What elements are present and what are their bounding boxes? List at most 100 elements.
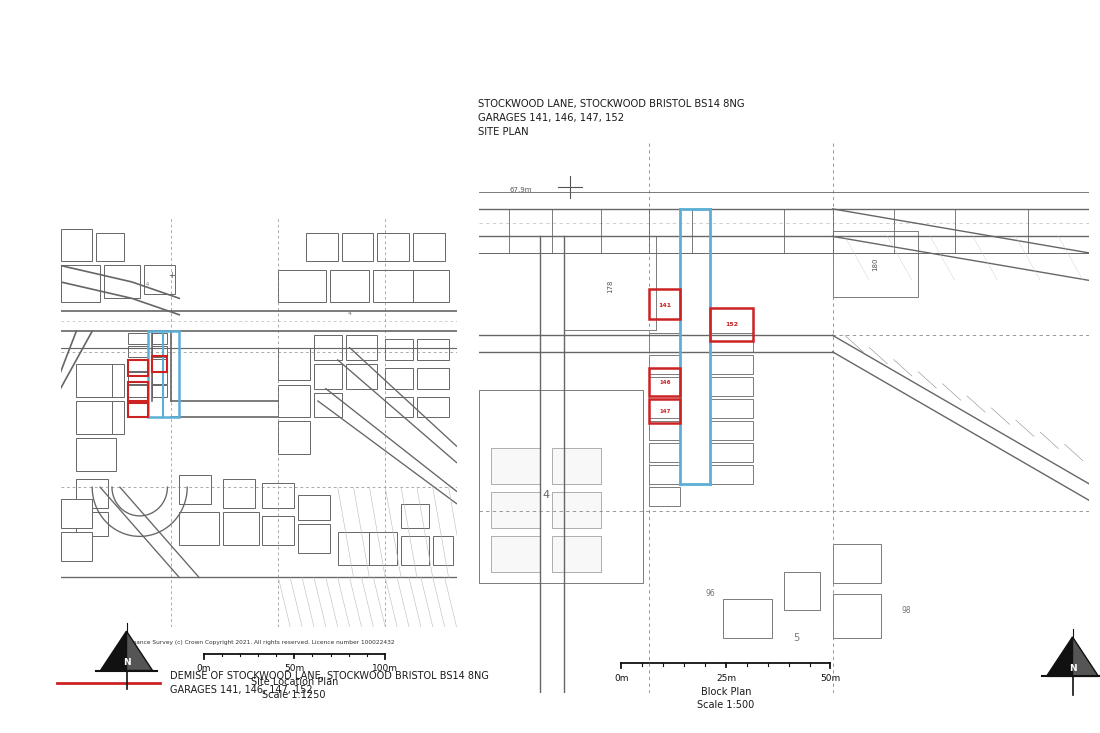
Bar — [649, 465, 680, 484]
Bar — [60, 265, 100, 303]
Bar — [385, 368, 412, 388]
Bar — [345, 364, 377, 388]
Text: N: N — [123, 658, 130, 667]
Bar — [412, 232, 444, 262]
Bar — [112, 401, 124, 434]
Bar — [649, 487, 680, 506]
Text: 178: 178 — [607, 279, 613, 292]
Bar — [385, 397, 412, 417]
Bar — [711, 421, 754, 440]
Bar — [833, 544, 881, 583]
Bar — [60, 229, 92, 262]
Bar — [402, 537, 429, 565]
Text: 4: 4 — [542, 490, 549, 500]
Polygon shape — [1072, 637, 1099, 677]
Bar — [314, 364, 342, 388]
Polygon shape — [126, 631, 153, 671]
Text: 5: 5 — [793, 633, 799, 643]
Bar — [649, 399, 680, 418]
Bar — [179, 512, 219, 545]
Bar — [649, 443, 680, 462]
Bar — [711, 399, 754, 418]
Bar — [76, 512, 108, 537]
Text: N: N — [1069, 664, 1076, 673]
Text: 147: 147 — [659, 409, 671, 413]
Bar — [711, 355, 754, 374]
Bar — [152, 359, 167, 371]
Polygon shape — [100, 631, 126, 671]
Bar — [491, 448, 539, 484]
Bar — [263, 516, 294, 545]
Bar — [223, 479, 254, 508]
Bar — [417, 397, 449, 417]
Bar — [112, 364, 124, 397]
Text: 146: 146 — [659, 380, 671, 385]
Text: Ordnance Survey (c) Crown Copyright 2021. All rights reserved. Licence number 10: Ordnance Survey (c) Crown Copyright 2021… — [122, 640, 395, 645]
Bar — [711, 308, 754, 341]
Bar — [552, 536, 601, 572]
Text: DEMISE OF STOCKWOOD LANE, STOCKWOOD BRISTOL BS14 8NG
GARAGES 141, 146, 147, 152: DEMISE OF STOCKWOOD LANE, STOCKWOOD BRIS… — [170, 671, 490, 695]
Bar — [152, 356, 167, 372]
Text: 50m: 50m — [284, 664, 305, 673]
Bar — [96, 232, 124, 262]
Bar — [278, 385, 310, 417]
Text: Site Location Plan
Scale 1:1250: Site Location Plan Scale 1:1250 — [251, 677, 338, 701]
Bar — [60, 499, 92, 528]
Bar — [417, 339, 449, 360]
Bar — [649, 368, 680, 396]
Bar — [128, 333, 147, 345]
Text: 180: 180 — [872, 257, 878, 270]
Bar — [711, 377, 754, 396]
Bar — [278, 421, 310, 454]
Bar — [370, 532, 397, 565]
Text: 50m: 50m — [821, 674, 840, 682]
Bar — [833, 231, 918, 297]
Bar — [60, 532, 92, 561]
Text: STOCKWOOD LANE, STOCKWOOD BRISTOL BS14 8NG
GARAGES 141, 146, 147, 152
SITE PLAN: STOCKWOOD LANE, STOCKWOOD BRISTOL BS14 8… — [478, 99, 745, 137]
Bar — [649, 355, 680, 374]
Bar — [338, 532, 370, 565]
Bar — [649, 333, 680, 352]
Text: 0m: 0m — [614, 674, 629, 682]
Bar — [128, 359, 147, 371]
Bar — [152, 386, 167, 397]
Bar — [412, 270, 449, 303]
Bar — [833, 594, 881, 638]
Bar — [298, 496, 330, 520]
Text: 25m: 25m — [716, 674, 736, 682]
Text: Block Plan
Scale 1:500: Block Plan Scale 1:500 — [697, 687, 755, 710]
Bar — [76, 364, 116, 397]
Text: 4: 4 — [348, 311, 352, 316]
Bar — [152, 346, 167, 358]
Bar — [263, 483, 294, 508]
Bar — [76, 438, 116, 471]
Bar — [298, 524, 330, 553]
Bar — [128, 346, 147, 358]
Bar — [342, 232, 373, 262]
Bar — [128, 386, 147, 397]
Bar — [417, 368, 449, 388]
Bar — [649, 399, 680, 424]
Text: 141: 141 — [658, 303, 671, 308]
Bar — [314, 335, 342, 360]
Bar — [179, 475, 211, 504]
Bar — [144, 265, 175, 294]
Text: +: + — [168, 270, 175, 280]
Bar — [278, 347, 310, 380]
Text: 100m: 100m — [372, 664, 398, 673]
Bar — [128, 403, 147, 417]
Bar — [152, 333, 167, 345]
Bar — [128, 383, 147, 401]
Bar — [152, 372, 167, 383]
Text: 0m: 0m — [196, 664, 211, 673]
Bar — [223, 512, 258, 545]
Text: 96: 96 — [705, 589, 715, 598]
Bar — [649, 377, 680, 396]
Bar — [711, 465, 754, 484]
Text: 4: 4 — [146, 282, 150, 287]
Bar — [711, 333, 754, 352]
Bar — [278, 270, 326, 303]
Bar — [76, 479, 108, 508]
Bar — [377, 232, 409, 262]
Bar — [491, 536, 539, 572]
